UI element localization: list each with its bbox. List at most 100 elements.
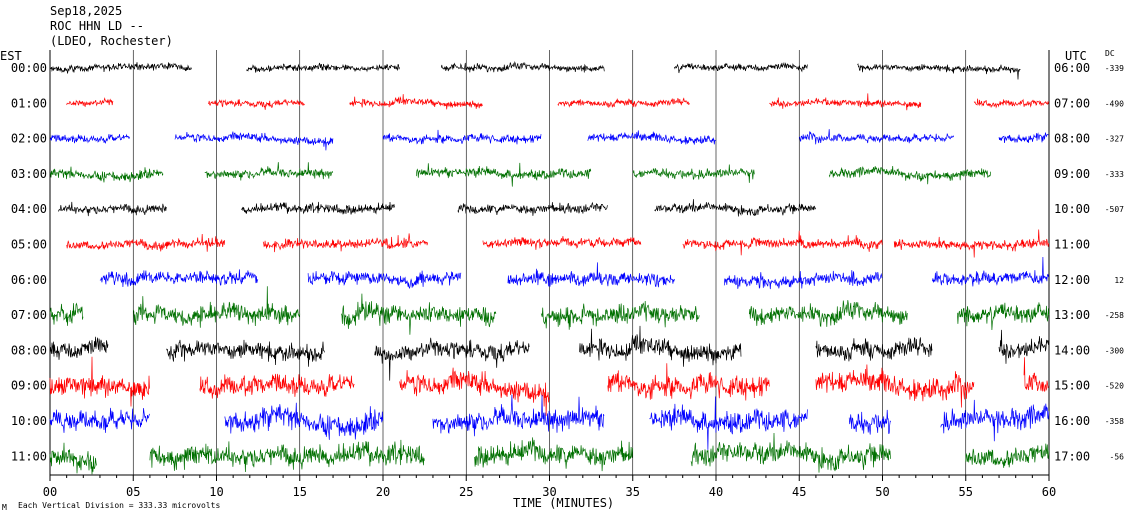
trace-segment <box>998 329 1049 364</box>
utc-hour-label: 10:00 <box>1054 202 1090 216</box>
utc-label: UTC <box>1065 49 1087 63</box>
dc-offset-label: -520 <box>1105 382 1124 391</box>
est-hour-label: 03:00 <box>11 167 47 181</box>
est-hour-label: 04:00 <box>11 202 47 216</box>
trace-segment <box>815 337 933 362</box>
trace-segment <box>998 132 1049 144</box>
trace-segment <box>649 396 808 450</box>
trace-segment <box>149 439 425 473</box>
trace-segment <box>815 364 975 408</box>
trace-segment <box>166 339 325 367</box>
utc-hour-label: 07:00 <box>1054 96 1090 110</box>
trace-segment <box>723 270 883 290</box>
trace-segment <box>66 233 226 252</box>
trace-segment <box>241 201 395 215</box>
dc-offset-label: -339 <box>1105 64 1124 73</box>
trace-segment <box>973 98 1049 109</box>
trace-segment <box>349 94 483 110</box>
est-hour-label: 10:00 <box>11 414 47 428</box>
trace-segment <box>307 270 462 289</box>
x-tick-label: 30 <box>542 485 556 499</box>
est-hour-label: 06:00 <box>11 273 47 287</box>
dc-label: DC <box>1105 49 1115 58</box>
trace-segment <box>49 302 84 326</box>
trace-segment <box>382 129 542 145</box>
trace-segment <box>432 394 605 437</box>
trace-segment <box>49 336 109 360</box>
x-tick-label: 10 <box>209 485 223 499</box>
trace-segment <box>415 162 592 187</box>
dc-offset-label: -490 <box>1105 99 1124 108</box>
x-tick-label: 35 <box>626 485 640 499</box>
x-tick-label: 20 <box>376 485 390 499</box>
trace-segment <box>932 256 1050 287</box>
x-tick-label: 55 <box>959 485 973 499</box>
trace-segment <box>49 133 130 145</box>
trace-segment <box>632 164 755 183</box>
utc-hour-label: 11:00 <box>1054 238 1090 252</box>
x-axis-title: TIME (MINUTES) <box>513 496 615 510</box>
trace-segment <box>857 63 1021 80</box>
trace-segment <box>132 286 301 328</box>
trace-segment <box>607 363 770 401</box>
utc-hour-label: 15:00 <box>1054 379 1090 393</box>
dc-offset-label: -258 <box>1105 311 1124 320</box>
trace-segment <box>540 300 700 330</box>
x-tick-label: 50 <box>875 485 889 499</box>
trace-segment <box>57 201 167 217</box>
est-hour-label: 00:00 <box>11 61 47 75</box>
trace-segment <box>66 97 114 108</box>
trace-segment <box>769 93 922 111</box>
trace-segment <box>374 337 530 381</box>
dc-offset-label: -507 <box>1105 205 1124 214</box>
trace-segment <box>207 99 305 110</box>
est-hour-label: 09:00 <box>11 379 47 393</box>
dc-offset-label: -300 <box>1105 346 1124 355</box>
x-tick-label: 15 <box>293 485 307 499</box>
trace-segment <box>893 229 1050 258</box>
trace-segment <box>49 356 150 407</box>
est-hour-label: 11:00 <box>11 449 47 463</box>
trace-segment <box>587 130 717 145</box>
est-label: EST <box>0 49 22 63</box>
trace-segment <box>1023 357 1049 392</box>
dc-offset-label: -333 <box>1105 170 1124 179</box>
trace-segment <box>457 201 608 216</box>
header-network: (LDEO, Rochester) <box>50 34 173 48</box>
utc-hour-label: 09:00 <box>1054 167 1090 181</box>
trace-segment <box>99 269 259 288</box>
header-station: ROC HHN LD -- <box>50 19 144 33</box>
trace-segment <box>654 199 817 217</box>
x-tick-label: 00 <box>43 485 57 499</box>
trace-segment <box>204 162 334 181</box>
trace-segment <box>440 61 605 73</box>
x-tick-label: 40 <box>709 485 723 499</box>
trace-segment <box>246 62 400 73</box>
trace-segment <box>482 236 642 250</box>
trace-segment <box>682 230 883 256</box>
trace-segment <box>828 165 992 185</box>
trace-segment <box>49 62 192 74</box>
utc-hour-label: 16:00 <box>1054 414 1090 428</box>
est-hour-label: 08:00 <box>11 343 47 357</box>
trace-segment <box>940 399 1050 442</box>
x-tick-label: 60 <box>1042 485 1056 499</box>
trace-segment <box>49 442 97 475</box>
x-tick-label: 05 <box>126 485 140 499</box>
trace-segment <box>262 233 428 253</box>
utc-hour-label: 08:00 <box>1054 132 1090 146</box>
trace-segment <box>341 293 497 335</box>
trace-segment <box>507 262 675 288</box>
trace-segment <box>798 129 955 145</box>
trace-segment <box>965 443 1050 468</box>
est-hour-label: 07:00 <box>11 308 47 322</box>
trace-segment <box>174 131 334 151</box>
utc-hour-label: 13:00 <box>1054 308 1090 322</box>
corner-mark: M <box>2 503 7 512</box>
utc-hour-label: 14:00 <box>1054 343 1090 357</box>
trace-segment <box>474 437 633 472</box>
x-tick-label: 45 <box>792 485 806 499</box>
est-hour-label: 05:00 <box>11 238 47 252</box>
dc-offset-label: -327 <box>1105 135 1124 144</box>
